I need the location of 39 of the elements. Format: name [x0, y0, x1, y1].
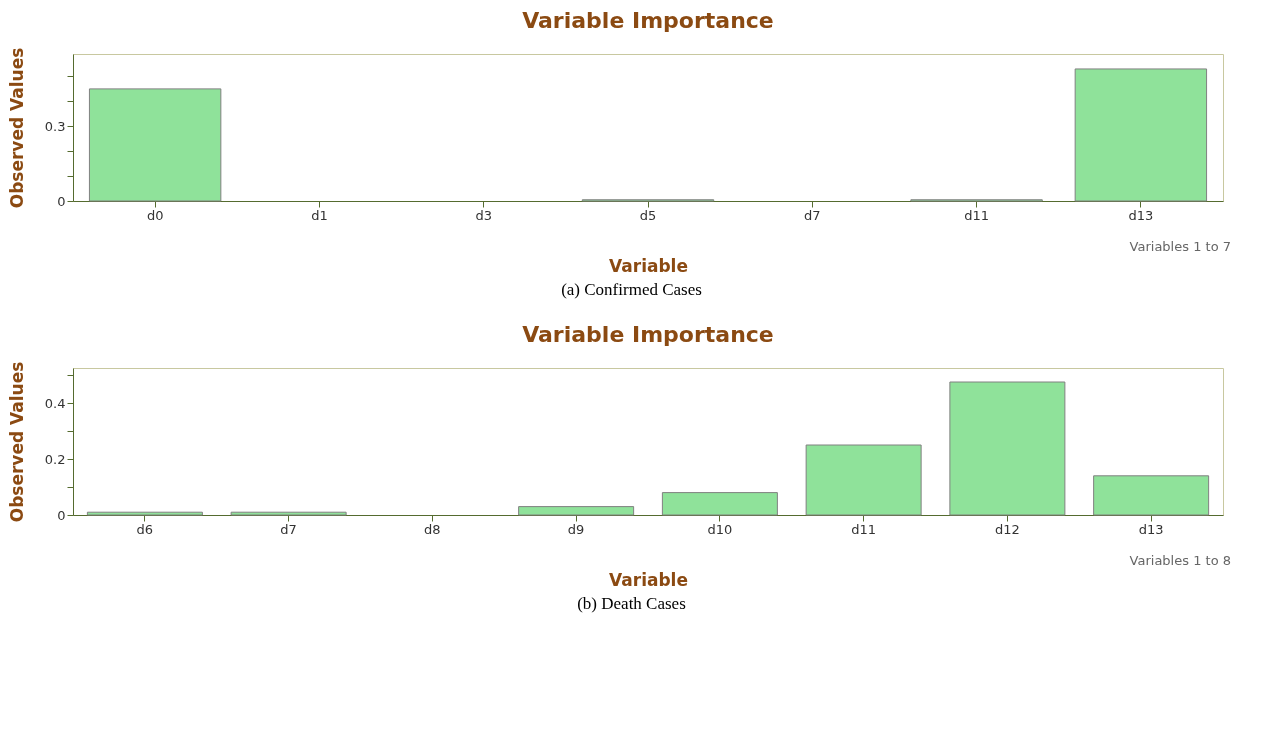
y-tick-label: 0.4 [44, 395, 66, 411]
x-tick-label: d10 [707, 521, 733, 537]
bar [661, 492, 778, 516]
x-tick-label: d13 [1128, 207, 1154, 223]
text: (a) Confirmed Cases [560, 280, 703, 300]
x-tick-label: d11 [851, 521, 877, 537]
x-tick-label: d11 [964, 207, 989, 223]
bar [949, 381, 1066, 516]
chart-title: Variable Importance [522, 322, 774, 348]
bar [1074, 68, 1208, 202]
bar [88, 88, 222, 202]
chart-title: Variable Importance [522, 8, 774, 34]
bar [86, 511, 203, 516]
x-tick-label: d12 [994, 521, 1020, 537]
x-tick-label: d6 [136, 521, 154, 537]
x-tick-label: d3 [475, 207, 492, 223]
x-tick-label: d0 [146, 207, 164, 223]
y-tick-label: 0 [57, 193, 66, 209]
y-tick-label: 0 [57, 507, 66, 523]
x-tick-label: d1 [311, 207, 328, 223]
bar [518, 506, 635, 516]
x-tick-label: d5 [639, 207, 657, 223]
y-axis-title: Observed Values [6, 47, 27, 209]
bar [1093, 475, 1210, 516]
x-tick-label: d7 [804, 207, 821, 223]
text: Variables 1 to 7 [1129, 239, 1231, 254]
x-axis-title: Variable [609, 255, 688, 276]
x-tick-label: d8 [424, 521, 441, 537]
bar [230, 511, 347, 516]
x-tick-label: d9 [567, 521, 585, 537]
y-tick-label: 0.2 [44, 451, 66, 467]
x-axis-title: Variable [609, 569, 688, 590]
text: Variables 1 to 8 [1129, 553, 1231, 568]
x-tick-label: d7 [280, 521, 297, 537]
text: (b) Death Cases [576, 594, 687, 614]
y-axis-title: Observed Values [6, 361, 27, 523]
y-tick-label: 0.3 [44, 118, 66, 134]
bar [805, 444, 922, 516]
x-tick-label: d13 [1138, 521, 1164, 537]
